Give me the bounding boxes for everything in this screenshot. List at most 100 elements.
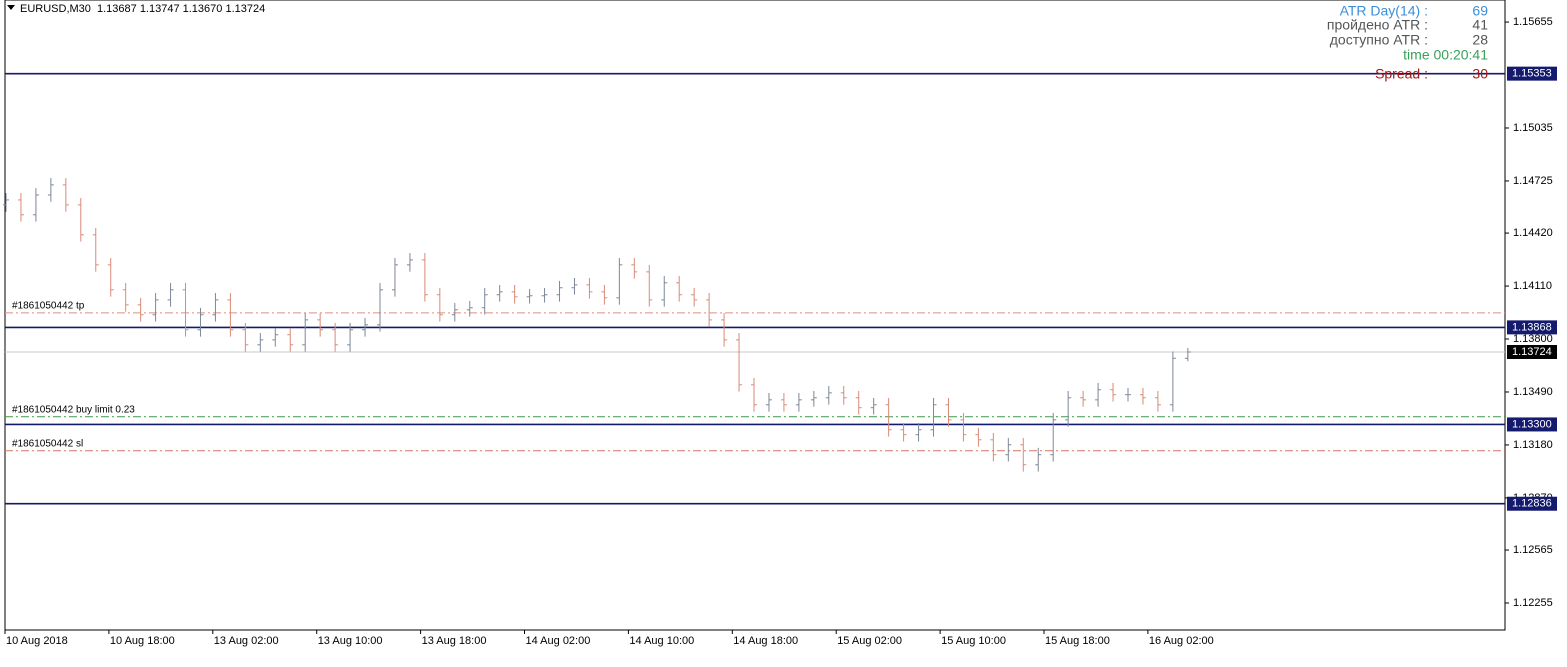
y-tick-label: 1.15655 — [1513, 16, 1553, 28]
price-bar — [676, 275, 683, 302]
price-bar — [92, 227, 99, 272]
price-bar — [1169, 351, 1176, 412]
price-bar — [1125, 387, 1131, 402]
x-tick-label: 16 Aug 02:00 — [1149, 635, 1214, 647]
price-bar — [406, 253, 413, 272]
price-bar — [840, 385, 847, 405]
price-bar — [1080, 390, 1087, 407]
info-value: 69 — [1472, 3, 1488, 19]
info-value: 30 — [1472, 66, 1488, 82]
price-bar — [362, 317, 369, 337]
price-bar — [107, 258, 114, 297]
level-price-label: 1.12836 — [1512, 498, 1552, 510]
price-bar — [646, 265, 653, 307]
price-bar — [47, 178, 54, 202]
price-bar — [915, 422, 922, 442]
price-bar — [855, 390, 862, 415]
order-label: #1861050442 buy limit 0.23 — [12, 404, 135, 415]
y-tick-label: 1.12565 — [1513, 544, 1553, 556]
plot-frame — [4, 0, 1506, 631]
price-bar — [1139, 387, 1146, 405]
price-bar — [1020, 437, 1027, 472]
info-label: time 00:20:41 — [1403, 47, 1488, 63]
price-bar — [616, 258, 623, 305]
price-bar — [706, 293, 713, 327]
price-bar — [391, 258, 398, 297]
level-price-box — [1507, 320, 1557, 335]
price-bar — [1184, 348, 1191, 362]
y-tick-label: 1.14725 — [1513, 175, 1553, 187]
price-bar — [900, 422, 907, 442]
price-bar — [466, 300, 473, 317]
info-label: ATR Day(14) : — [1340, 3, 1428, 19]
price-bar — [661, 275, 668, 307]
price-bar — [751, 377, 757, 412]
price-bar — [1050, 412, 1057, 462]
price-bar — [795, 393, 802, 412]
price-bar — [167, 282, 174, 307]
x-tick-label: 13 Aug 10:00 — [318, 635, 383, 647]
price-bar — [526, 288, 533, 304]
price-bar — [17, 193, 24, 222]
level-price-box — [1507, 496, 1557, 511]
price-bar — [3, 193, 9, 212]
order-label: #1861050442 sl — [12, 438, 83, 449]
price-bar — [272, 327, 279, 347]
x-tick-label: 10 Aug 18:00 — [110, 635, 175, 647]
price-bar — [317, 313, 324, 337]
x-tick-label: 13 Aug 02:00 — [214, 635, 279, 647]
price-bar — [496, 285, 503, 302]
x-tick-label: 10 Aug 2018 — [6, 635, 68, 647]
current-price-label: 1.13724 — [1512, 346, 1552, 358]
price-bar — [62, 178, 69, 212]
info-label: пройдено ATR : — [1327, 17, 1428, 33]
price-bar — [975, 427, 982, 447]
price-bar — [137, 297, 144, 322]
price-bar — [227, 293, 234, 337]
symbol: EURUSD,M30 — [20, 3, 91, 15]
price-bar — [736, 333, 743, 392]
y-tick-label: 1.14110 — [1513, 280, 1552, 292]
price-bar — [825, 385, 832, 405]
price-bar — [885, 397, 892, 437]
price-bar — [990, 432, 997, 462]
symbol-menu-arrow[interactable] — [7, 5, 15, 10]
price-bar — [182, 282, 189, 337]
x-tick-label: 14 Aug 02:00 — [526, 635, 591, 647]
y-tick-label: 1.12255 — [1513, 597, 1553, 609]
price-bar — [556, 280, 563, 302]
info-label: Spread : — [1375, 66, 1428, 82]
price-bar — [1005, 437, 1012, 462]
price-bar — [1065, 390, 1072, 427]
price-bar — [332, 322, 339, 352]
price-bar — [930, 397, 937, 437]
price-bar — [765, 393, 772, 412]
price-bar — [287, 327, 294, 352]
price-bar — [1095, 382, 1102, 407]
info-value: 28 — [1472, 32, 1488, 48]
info-value: 41 — [1472, 17, 1488, 33]
level-price-box — [1507, 417, 1557, 432]
price-bar — [541, 287, 548, 303]
price-bar — [152, 293, 159, 322]
y-tick-label: 1.15035 — [1513, 122, 1553, 134]
price-bar — [32, 188, 39, 222]
level-price-box — [1507, 66, 1557, 81]
info-label: доступно ATR : — [1330, 32, 1428, 48]
price-bar — [945, 397, 952, 427]
level-price-label: 1.15353 — [1512, 68, 1552, 80]
quote: 1.13687 1.13747 1.13670 1.13724 — [97, 3, 265, 15]
level-price-label: 1.13300 — [1512, 418, 1552, 430]
y-tick-label: 1.13180 — [1513, 439, 1553, 451]
price-bar — [960, 412, 967, 442]
price-bar — [601, 285, 608, 305]
price-bar — [1154, 390, 1161, 412]
price-bar — [691, 287, 698, 307]
current-price-box — [1507, 344, 1557, 359]
price-bar — [481, 287, 488, 315]
price-bar — [302, 313, 309, 352]
x-tick-label: 14 Aug 18:00 — [733, 635, 798, 647]
price-bar — [1110, 382, 1117, 402]
price-bar — [257, 333, 264, 352]
